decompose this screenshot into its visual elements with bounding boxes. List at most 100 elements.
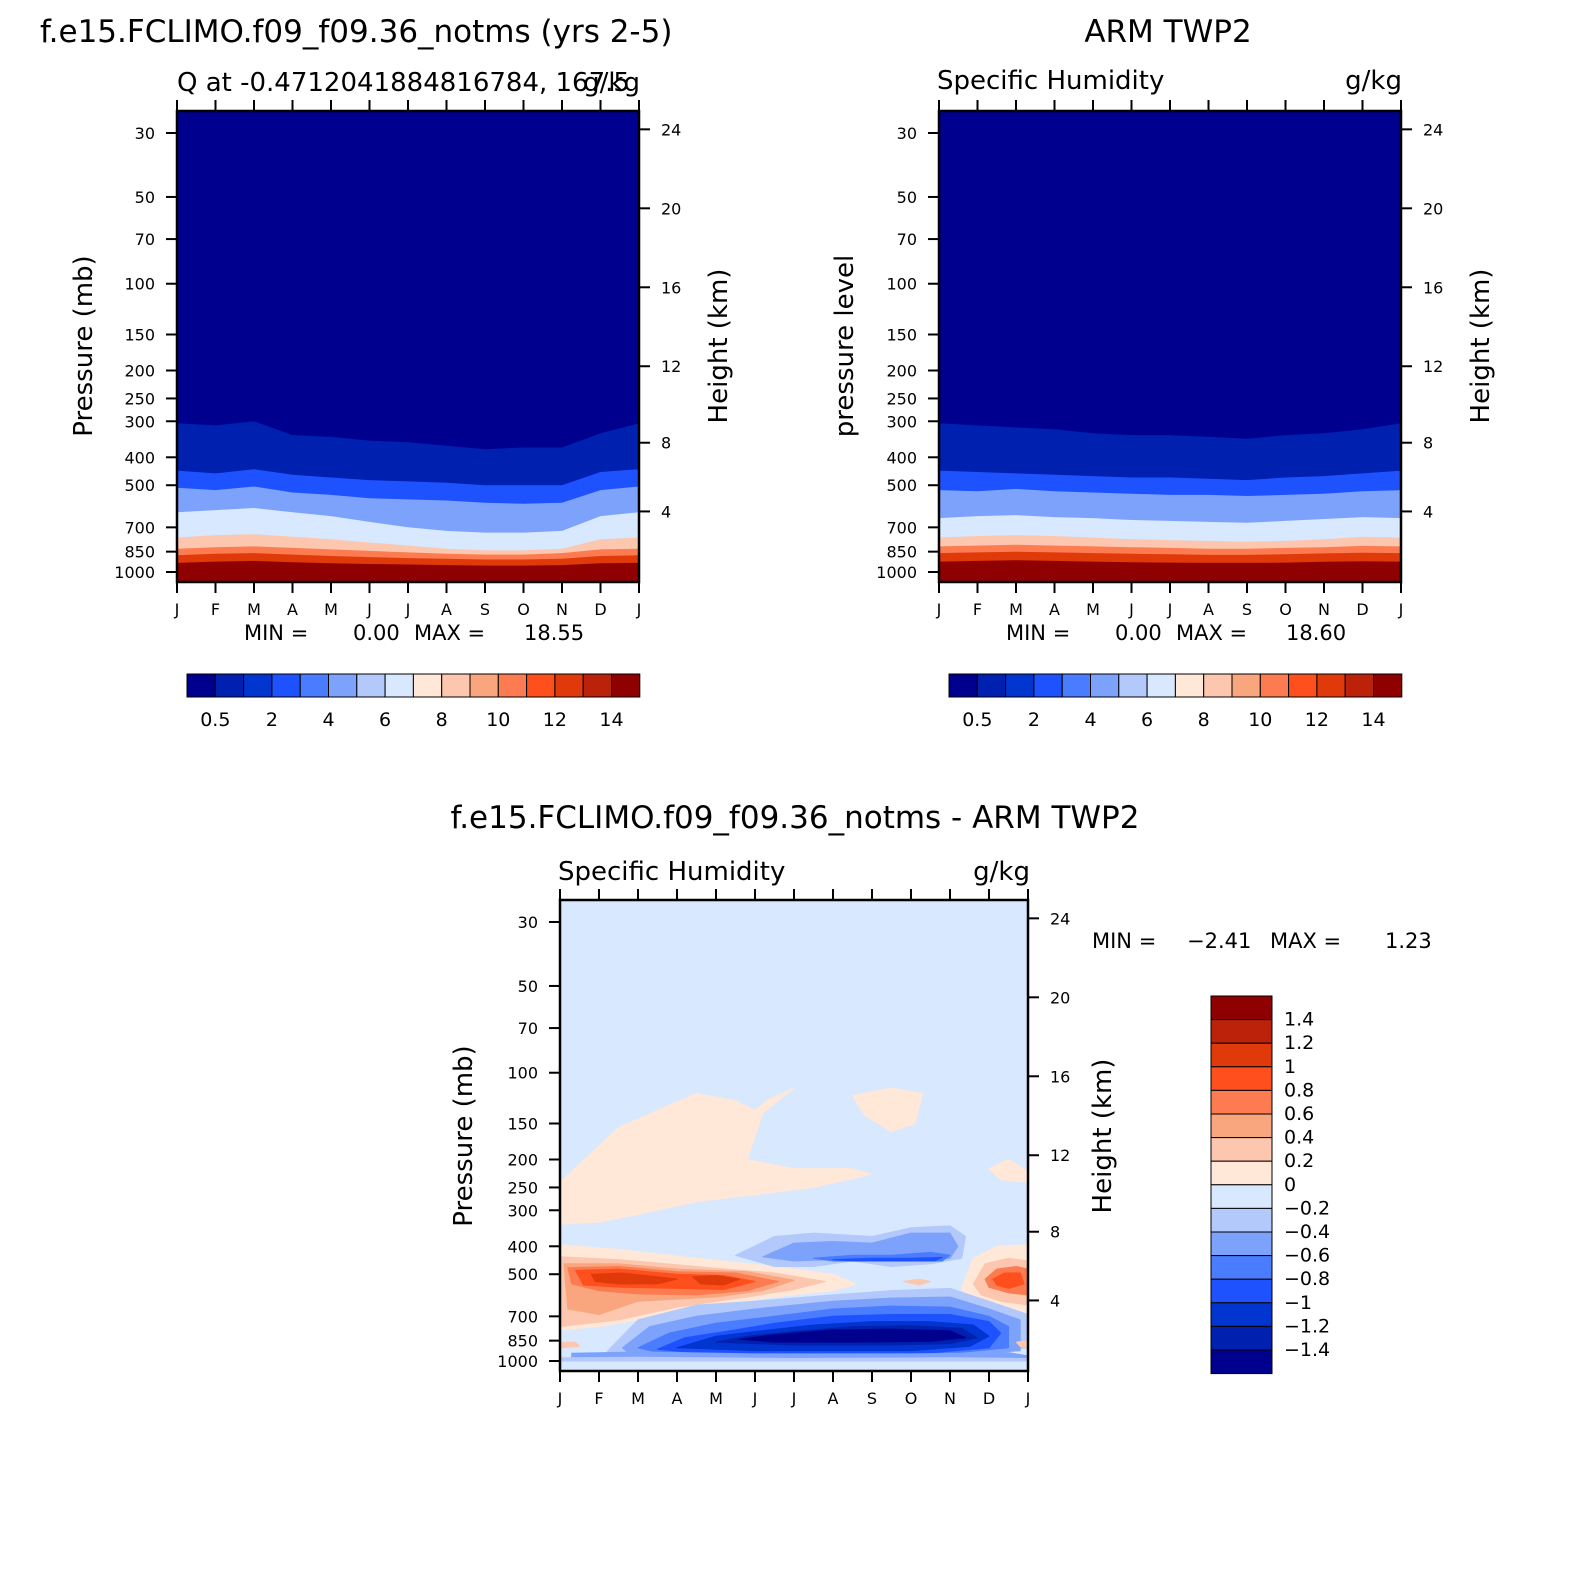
diff-upper-positive-band [559,1087,873,1225]
obs-colorbar-swatch [1288,673,1318,698]
model-colorbar-swatch [582,673,613,698]
diff-month-tick-label: J [557,1389,563,1408]
obs-min-label: MIN = [1006,621,1070,645]
model-colorbar-swatch [526,673,556,698]
diff-colorbar-swatch [1210,1019,1273,1044]
diff-height-tick-label: 8 [1050,1223,1060,1242]
obs-colorbar-label: 6 [1141,709,1153,731]
diff-colorbar-swatch [1210,1207,1273,1233]
obs-colorbar-swatch [948,673,978,698]
obs-colorbar-swatch [1118,673,1148,698]
diff-month-tick-label: F [594,1389,603,1408]
obs-ylabel: pressure level [830,255,860,437]
diff-colorbar-label: 0.6 [1284,1103,1314,1125]
obs-month-tick-label: J [1128,600,1134,619]
model-colorbar-swatch [384,673,414,698]
diff-month-tick-label: J [1025,1389,1031,1408]
model-colorbar-swatch [497,673,528,698]
obs-colorbar-swatch [1005,673,1035,698]
model-pressure-tick-label: 300 [124,412,155,431]
diff-height-tick-label: 12 [1050,1146,1070,1165]
obs-colorbar-swatch [1316,673,1346,698]
diff-colorbar-swatch [1210,1302,1273,1327]
obs-colorbar: 0.5 2 4 6 8 10 12 14 [948,673,1403,731]
obs-pressure-tick-label: 150 [886,325,917,344]
diff-left-title: Specific Humidity [558,857,785,887]
obs-pressure-tick-label: 250 [886,389,917,408]
obs-right-title: g/kg [1345,66,1402,96]
model-pressure-tick-label: 250 [124,389,155,408]
model-month-tick-label: F [211,600,220,619]
diff-pressure-tick-label: 500 [507,1265,538,1284]
diff-december-positive-1 [992,1272,1025,1289]
obs-colorbar-label: 10 [1248,709,1272,731]
diff-colorbar-label: −0.8 [1284,1268,1330,1290]
diff-colorbar-label: 0.2 [1284,1150,1314,1172]
model-month-tick-label: J [366,600,372,619]
model-colorbar-swatch [441,673,471,698]
diff-near-surface-positive [559,1341,580,1349]
diff-colorbar-swatch [1210,1066,1273,1091]
model-pressure-tick-label: 700 [124,518,155,537]
obs-colorbar-label: 4 [1084,709,1096,731]
model-colorbar-swatch [243,673,273,698]
model-pressure-tick-label: 50 [135,188,155,207]
diff-upper-positive-patch [852,1087,924,1133]
obs-month-tick-label: A [1203,600,1214,619]
obs-pressure-tick-label: 30 [897,124,917,143]
obs-height-tick-label: 4 [1423,502,1433,521]
model-pressure-tick-label: 1000 [114,563,155,582]
obs-colorbar-swatch [1033,673,1063,698]
diff-colorbar-swatch [1210,1349,1273,1375]
obs-month-tick-label: J [1398,600,1404,619]
diff-month-tick-label: A [672,1389,683,1408]
model-height-tick-label: 12 [661,357,681,376]
diff-min-label: MIN = [1092,929,1156,953]
model-colorbar-label: 4 [322,709,334,731]
diff-pressure-tick-label: 70 [518,1019,538,1038]
diff-colorbar-label: −1.2 [1284,1315,1330,1337]
model-pressure-tick-label: 850 [124,543,155,562]
model-colorbar-swatch [469,673,499,698]
diff-pressure-tick-label: 300 [507,1201,538,1220]
diff-pressure-tick-label: 100 [507,1064,538,1083]
obs-month-tick-label: A [1049,600,1060,619]
model-height-tick-label: 4 [661,502,671,521]
diff-colorbar-label: −1.4 [1284,1339,1330,1361]
obs-pressure-tick-label: 100 [886,275,917,294]
diff-colorbar-label: −0.4 [1284,1221,1330,1243]
obs-colorbar-swatch [1259,673,1290,698]
model-month-tick-label: J [405,600,411,619]
model-colorbar-swatch [328,673,358,698]
diff-pressure-tick-label: 200 [507,1151,538,1170]
diff-month-tick-label: J [752,1389,758,1408]
model-month-tick-label: A [287,600,298,619]
diff-pressure-tick-label: 850 [507,1332,538,1351]
diff-colorbar-swatch [1210,1113,1273,1139]
model-pressure-tick-label: 30 [135,124,155,143]
obs-y2label: Height (km) [1466,269,1496,424]
model-colorbar-label: 0.5 [200,709,230,731]
diff-month-tick-label: O [905,1389,918,1408]
diff-colorbar-label: 0 [1284,1174,1296,1196]
obs-month-tick-label: F [973,600,982,619]
diff-colorbar-swatch [1210,1137,1273,1162]
obs-month-tick-label: J [1167,600,1173,619]
diff-colorbar-swatch [1210,1255,1273,1280]
obs-pressure-tick-label: 200 [886,362,917,381]
model-right-title: g/kg [583,68,640,98]
obs-colorbar-swatch [976,673,1007,698]
model-colorbar-label: 6 [379,709,391,731]
model-colorbar-swatch [412,673,443,698]
obs-colorbar-swatch [1061,673,1091,698]
obs-pressure-tick-label: 70 [897,230,917,249]
model-pressure-tick-label: 200 [124,362,155,381]
obs-pressure-tick-label: 300 [886,412,917,431]
model-month-tick-label: O [517,600,530,619]
obs-colorbar-label: 12 [1305,709,1329,731]
diff-near-surface-negative-02 [559,1356,1029,1362]
model-colorbar-label: 8 [436,709,448,731]
model-month-tick-label: S [480,600,490,619]
obs-pressure-tick-label: 700 [886,518,917,537]
